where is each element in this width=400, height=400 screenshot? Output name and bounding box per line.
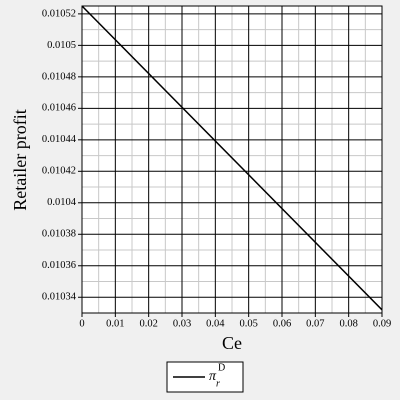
x-tick-label: 0.01 bbox=[106, 318, 124, 329]
series-line bbox=[81, 5, 383, 311]
y-tick-label: 0.01038 bbox=[42, 229, 76, 240]
legend-label: π bbox=[209, 369, 217, 384]
y-tick-label: 0.01044 bbox=[42, 134, 77, 145]
x-tick-label: 0.03 bbox=[173, 318, 191, 329]
y-tick-label: 0.01048 bbox=[42, 71, 76, 82]
x-tick-label: 0.04 bbox=[206, 318, 225, 329]
y-tick-label: 0.01036 bbox=[42, 260, 76, 271]
x-axis-label: Ce bbox=[222, 333, 242, 353]
y-axis-label: Retailer profit bbox=[10, 109, 30, 210]
x-tick-label: 0.05 bbox=[239, 318, 257, 329]
x-tick-label: 0.06 bbox=[273, 318, 291, 329]
y-tick-label: 0.01052 bbox=[42, 8, 76, 19]
x-tick-label: 0.08 bbox=[339, 318, 357, 329]
plot-border bbox=[81, 5, 383, 314]
x-tick-label: 0 bbox=[79, 318, 84, 329]
x-tick-label: 0.07 bbox=[306, 318, 324, 329]
x-tick-label: 0.09 bbox=[373, 318, 391, 329]
y-tick-label: 0.01034 bbox=[42, 292, 77, 303]
y-tick-label: 0.01042 bbox=[42, 166, 76, 177]
y-tick-label: 0.0105 bbox=[47, 40, 76, 51]
y-tick-label: 0.0104 bbox=[47, 197, 77, 208]
x-tick-label: 0.02 bbox=[139, 318, 157, 329]
y-tick-label: 0.01046 bbox=[42, 103, 76, 114]
legend-subscript: r bbox=[216, 378, 220, 389]
legend-superscript: D bbox=[218, 362, 225, 373]
